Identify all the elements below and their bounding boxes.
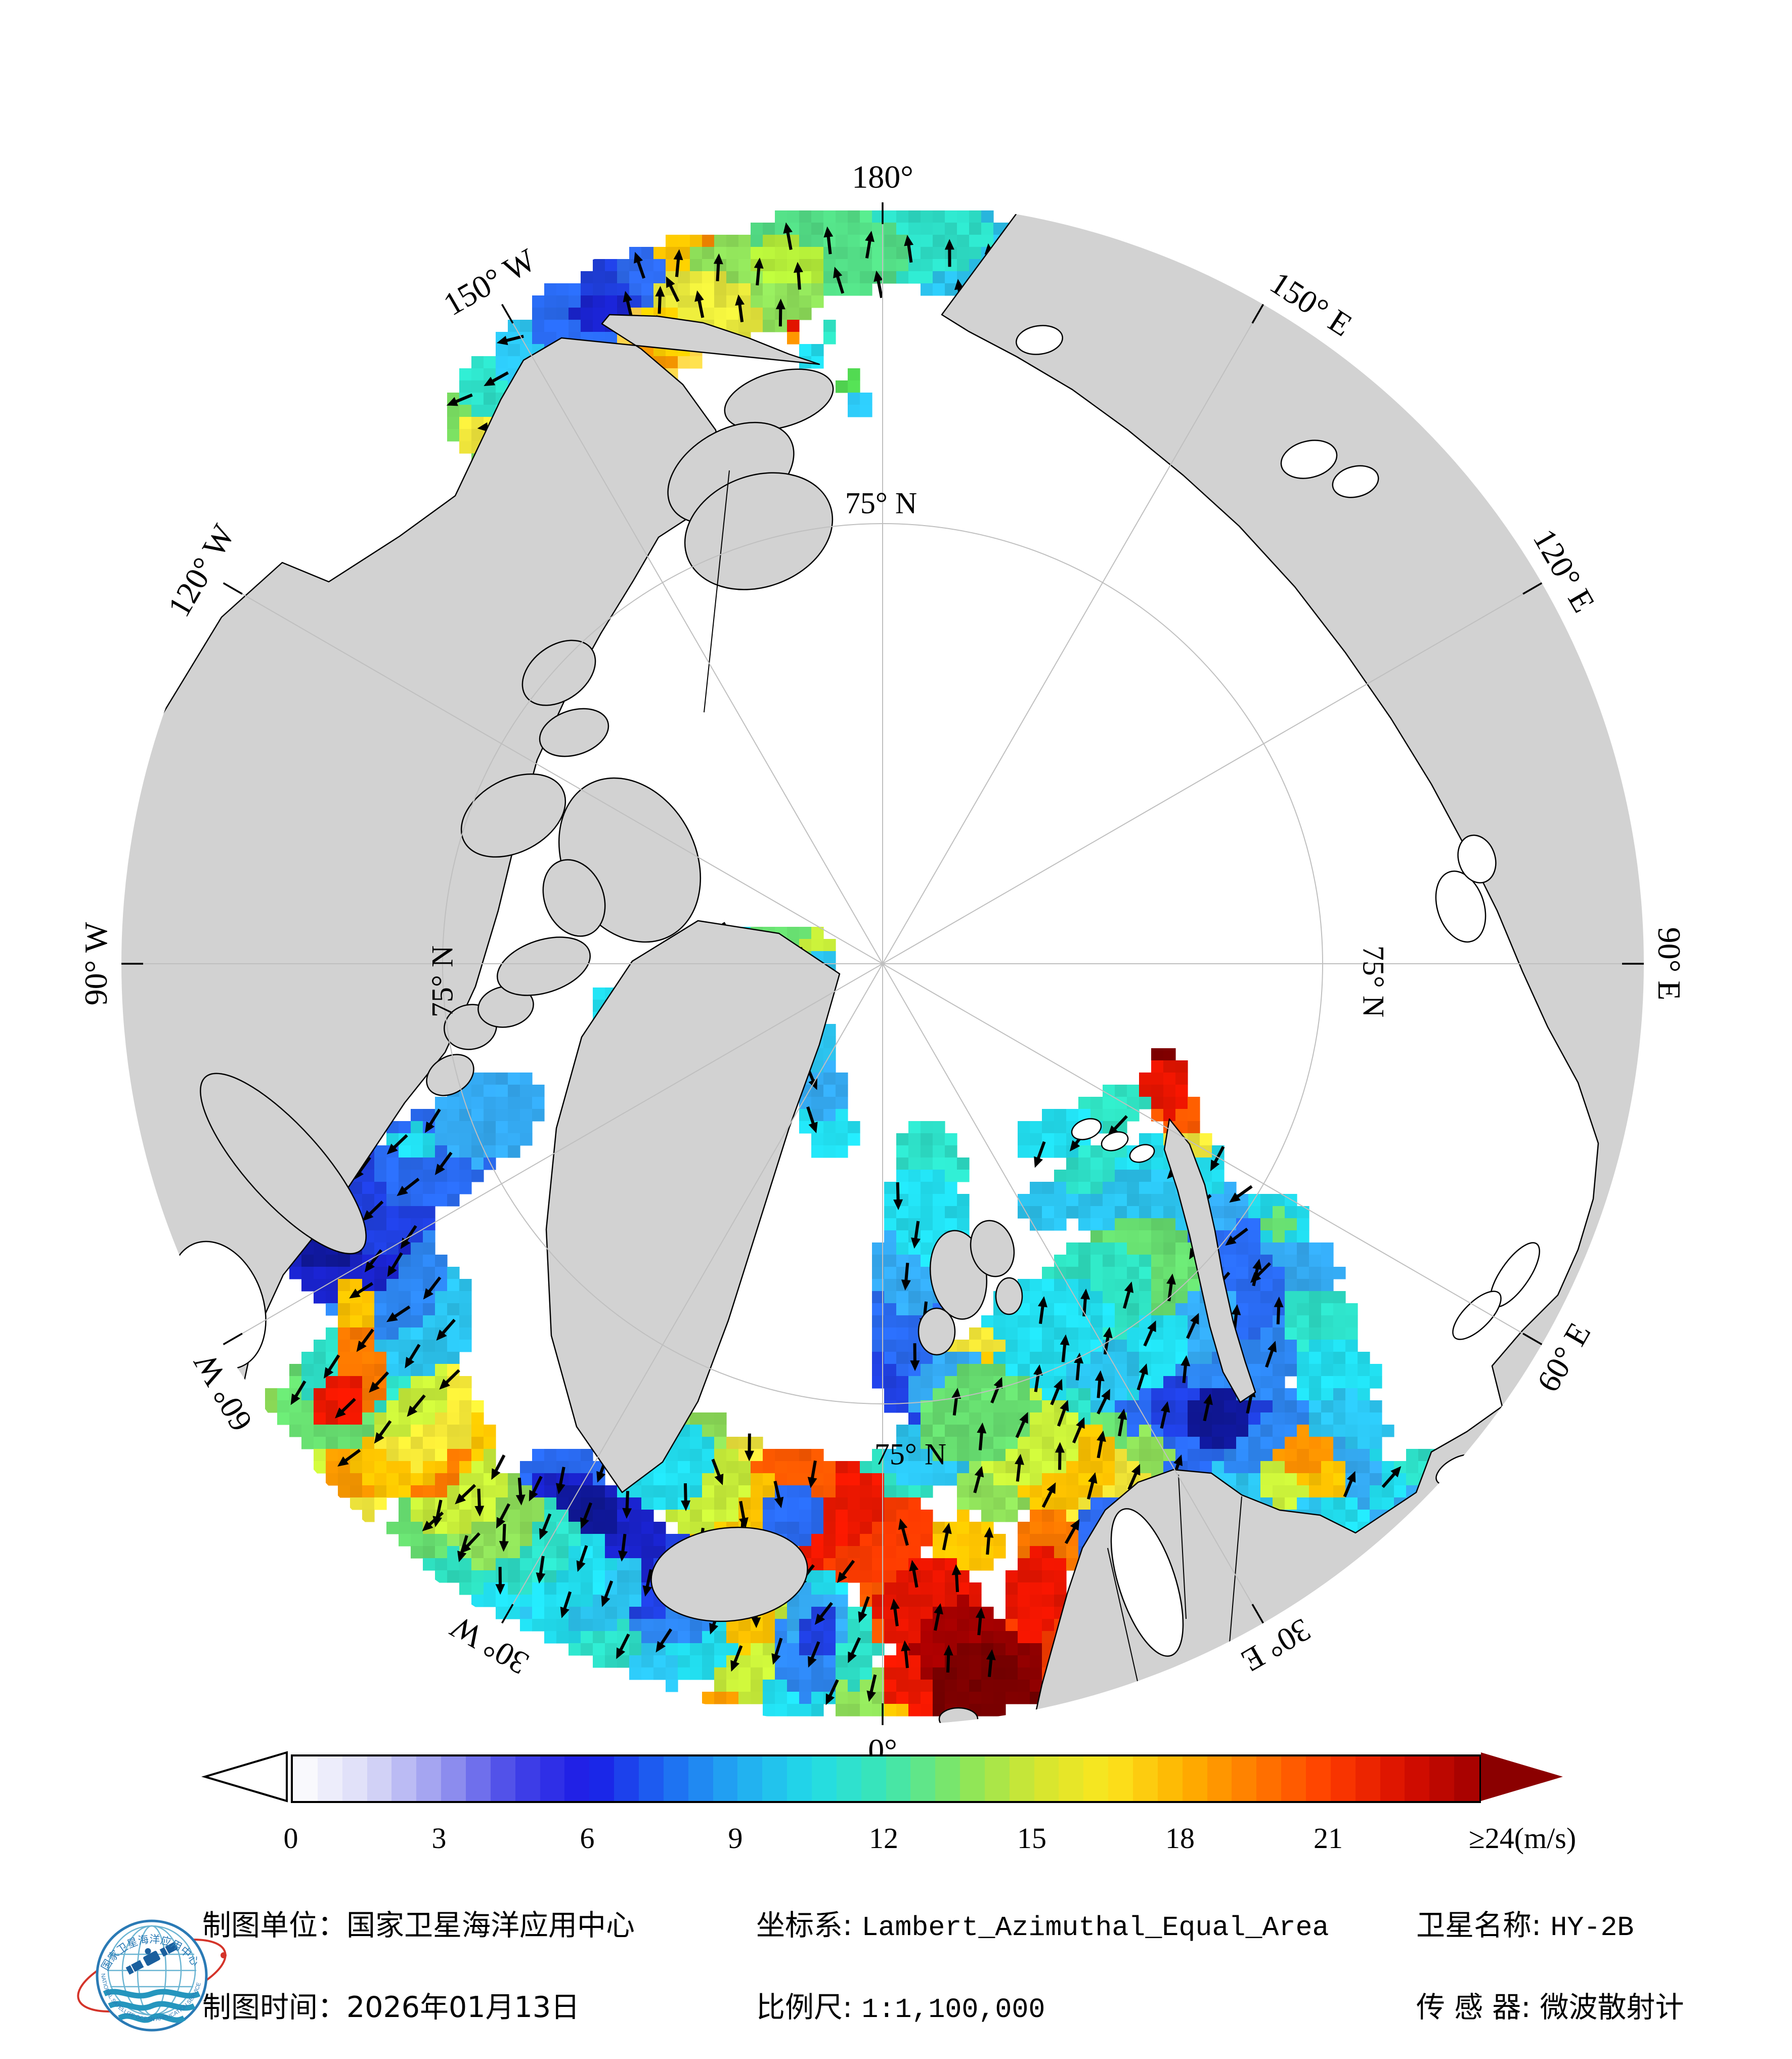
colorbar-segment <box>1454 1756 1479 1801</box>
colorbar-tick-15: 15 <box>1017 1821 1046 1855</box>
footer-field-0: 制图单位：国家卫星海洋应用中心 <box>202 1902 635 1944</box>
colorbar-segment <box>540 1756 565 1801</box>
colorbar-segment <box>960 1756 985 1801</box>
footer-field-1: 制图时间：2026年01月13日 <box>202 1984 580 2026</box>
footer-field-4: 卫星名称: HY-2B <box>1416 1902 1634 1944</box>
colorbar-segment <box>1405 1756 1430 1801</box>
colorbar-tick-6: 6 <box>580 1821 595 1855</box>
colorbar-segment <box>614 1756 639 1801</box>
colorbar-segment <box>1331 1756 1356 1801</box>
colorbar-left-arrow <box>205 1752 287 1801</box>
colorbar-segment <box>1281 1756 1306 1801</box>
colorbar-tick-18: 18 <box>1165 1821 1195 1855</box>
colorbar-segment <box>367 1756 392 1801</box>
colorbar-segment <box>1034 1756 1060 1801</box>
footer-field-label: 传 感 器: <box>1416 1991 1540 2024</box>
colorbar-segment <box>1356 1756 1381 1801</box>
colorbar-segment <box>1306 1756 1331 1801</box>
colorbar-tick-12: 12 <box>869 1821 898 1855</box>
colorbar-segment <box>1380 1756 1406 1801</box>
colorbar-segment <box>515 1756 541 1801</box>
footer-field-value: 微波散射计 <box>1540 1991 1684 2024</box>
colorbar-segment <box>441 1756 466 1801</box>
colorbar-segment <box>342 1756 368 1801</box>
footer-field-value: 2026年01月13日 <box>346 1991 580 2024</box>
colorbar-segment <box>762 1756 788 1801</box>
colorbar-segment <box>935 1756 960 1801</box>
colorbar-segment <box>861 1756 887 1801</box>
colorbar-segment <box>491 1756 516 1801</box>
footer-field-label: 卫星名称: <box>1416 1909 1550 1942</box>
colorbar-segment <box>1010 1756 1035 1801</box>
colorbar-tick-0: 0 <box>284 1821 298 1855</box>
colorbar-segment <box>812 1756 837 1801</box>
footer-field-label: 制图时间： <box>202 1991 346 2024</box>
colorbar-segment <box>589 1756 615 1801</box>
colorbar-segment <box>985 1756 1010 1801</box>
footer-field-value: HY-2B <box>1550 1912 1634 1944</box>
colorbar-segment <box>416 1756 442 1801</box>
footer-field-value: Lambert_Azimuthal_Equal_Area <box>861 1912 1329 1944</box>
colorbar-segment <box>886 1756 911 1801</box>
footer-field-label: 比例尺: <box>756 1991 861 2024</box>
footer-field-value: 1:1,100,000 <box>861 1994 1045 2026</box>
colorbar-segment <box>466 1756 491 1801</box>
footer-field-5: 传 感 器: 微波散射计 <box>1416 1984 1684 2026</box>
colorbar-segment <box>664 1756 689 1801</box>
colorbar-segment <box>837 1756 862 1801</box>
colorbar-segment <box>910 1756 936 1801</box>
colorbar-segment <box>1158 1756 1183 1801</box>
colorbar-tick-≥24(m/s): ≥24(m/s) <box>1469 1821 1576 1855</box>
footer-field-label: 坐标系: <box>756 1909 861 1942</box>
colorbar-segment <box>318 1756 343 1801</box>
colorbar-segment <box>688 1756 714 1801</box>
footer-field-2: 坐标系: Lambert_Azimuthal_Equal_Area <box>756 1902 1329 1944</box>
colorbar-tick-9: 9 <box>728 1821 743 1855</box>
colorbar-segment <box>737 1756 763 1801</box>
colorbar-segment <box>1183 1756 1208 1801</box>
colorbar-segment <box>639 1756 664 1801</box>
colorbar-segment <box>1207 1756 1233 1801</box>
colorbar-segment <box>1083 1756 1109 1801</box>
colorbar-right-arrow <box>1481 1752 1563 1801</box>
colorbar-gradient <box>291 1754 1481 1803</box>
colorbar-tick-3: 3 <box>432 1821 447 1855</box>
colorbar-segment <box>1108 1756 1133 1801</box>
colorbar-segment <box>787 1756 812 1801</box>
colorbar-segment <box>293 1756 318 1801</box>
colorbar-segment <box>713 1756 738 1801</box>
colorbar-segment <box>1429 1756 1455 1801</box>
logo-orbit-head <box>221 1952 227 1958</box>
colorbar-segment <box>564 1756 590 1801</box>
footer-field-3: 比例尺: 1:1,100,000 <box>756 1984 1045 2026</box>
colorbar-segment <box>1133 1756 1158 1801</box>
footer-field-value: 国家卫星海洋应用中心 <box>346 1909 635 1942</box>
colorbar-segment <box>1059 1756 1084 1801</box>
colorbar-tick-21: 21 <box>1314 1821 1343 1855</box>
footer-field-label: 制图单位： <box>202 1909 346 1942</box>
colorbar-segment <box>391 1756 417 1801</box>
colorbar-segment <box>1256 1756 1282 1801</box>
colorbar-segment <box>1232 1756 1257 1801</box>
